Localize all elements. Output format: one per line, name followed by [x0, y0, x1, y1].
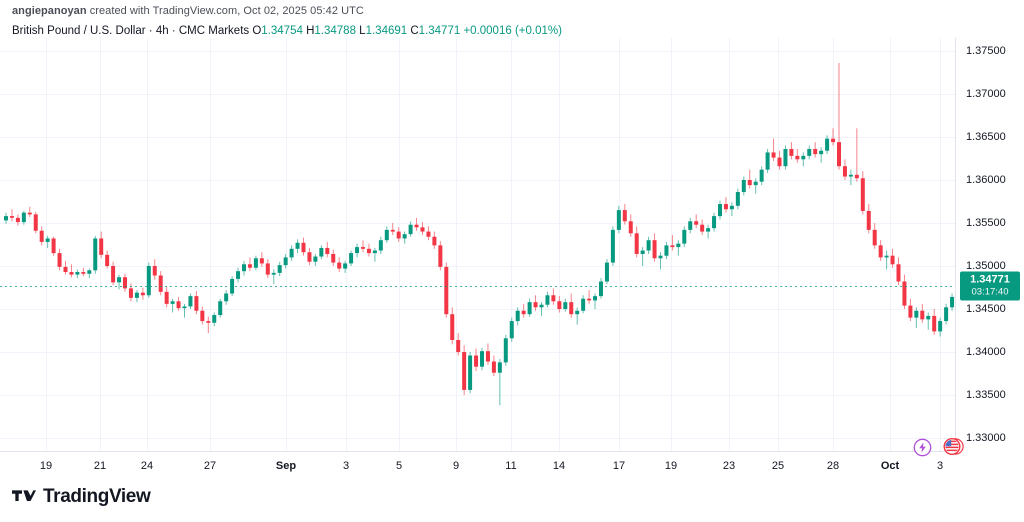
attribution-user: angiepanoyan — [12, 5, 87, 17]
chart-plot-area[interactable] — [0, 38, 955, 451]
time-tick-label: Sep — [275, 460, 297, 472]
time-tick-label: 23 — [722, 460, 736, 472]
price-scale[interactable]: 1.37500 1.37000 1.36500 1.36000 1.35500 1.350… — [955, 38, 1024, 451]
price-tick-label: 1.35000 — [966, 260, 1006, 272]
us-flag-icon — [943, 437, 964, 456]
legend-change-percent: (+0.01%) — [514, 25, 562, 37]
time-tick-label: 17 — [612, 460, 626, 472]
candle-series — [4, 62, 955, 406]
current-price-badge[interactable]: 1.34771 03:17:40 — [960, 271, 1020, 301]
us-flag-event-marker[interactable] — [943, 437, 964, 456]
price-tick-label: 1.37500 — [966, 44, 1006, 57]
legend-close-value: 1.34771 — [418, 25, 461, 37]
price-tick-label: 1.33500 — [966, 389, 1006, 402]
time-tick-label: 21 — [93, 460, 107, 472]
tradingview-wordmark: TradingView — [43, 486, 151, 507]
gridlines — [0, 38, 955, 451]
time-tick-label: 19 — [39, 460, 53, 472]
price-tick-label: 1.36000 — [966, 173, 1006, 186]
time-tick-label: Oct — [880, 460, 900, 472]
legend-open-label: O — [252, 25, 262, 37]
legend-symbol[interactable]: British Pound / U.S. Dollar — [12, 25, 146, 37]
legend-open-value: 1.34754 — [261, 25, 303, 37]
price-tick-label: 1.35500 — [966, 216, 1006, 229]
price-tick-label: 1.33000 — [966, 432, 1006, 445]
time-tick-label: 19 — [664, 460, 678, 472]
legend-sep-2: · — [168, 25, 179, 37]
time-tick-label: 9 — [452, 460, 460, 472]
legend-high-value: 1.34788 — [314, 25, 356, 37]
bar-countdown: 03:17:40 — [971, 286, 1009, 298]
legend-symbol-row: British Pound / U.S. Dollar · 4h · CMC M… — [12, 24, 562, 39]
time-tick-label: 3 — [342, 460, 350, 472]
time-tick-label: 25 — [771, 460, 785, 472]
price-tick-label: 1.34500 — [966, 303, 1006, 316]
time-tick-label: 24 — [140, 460, 154, 472]
tradingview-logo-icon — [12, 490, 36, 501]
price-tick-label: 1.34000 — [966, 346, 1006, 359]
legend-low-label: L — [359, 25, 366, 37]
time-tick-label: 11 — [505, 460, 517, 472]
candlestick-canvas — [0, 38, 955, 451]
time-tick-label: 3 — [936, 460, 944, 472]
time-tick-label: 5 — [395, 460, 403, 472]
price-tick-label: 1.36500 — [966, 130, 1006, 143]
legend-high-label: H — [306, 25, 315, 37]
time-tick-label: 14 — [552, 460, 566, 472]
tradingview-footer-logo: TradingView — [12, 486, 151, 508]
time-tick-label: 27 — [203, 460, 217, 472]
legend-change: +0.00016 — [463, 25, 512, 37]
lightning-event-marker[interactable] — [913, 438, 932, 457]
lightning-icon — [913, 438, 932, 457]
legend-interval[interactable]: 4h — [155, 25, 169, 37]
legend-low-value: 1.34691 — [365, 25, 408, 37]
time-scale[interactable]: 19 21 24 27 Sep 3 5 9 11 14 17 19 23 25 28 Oct 3 — [0, 451, 955, 479]
legend-sep-1: · — [145, 25, 156, 37]
legend-close-label: C — [410, 25, 419, 37]
price-tick-label: 1.37000 — [966, 87, 1006, 100]
legend-source: CMC Markets — [178, 25, 250, 37]
current-price-value: 1.34771 — [970, 273, 1010, 286]
attribution-line: angiepanoyan created with TradingView.co… — [12, 5, 364, 17]
attribution-text: created with TradingView.com, Oct 02, 20… — [86, 5, 364, 17]
time-tick-label: 28 — [826, 460, 840, 472]
